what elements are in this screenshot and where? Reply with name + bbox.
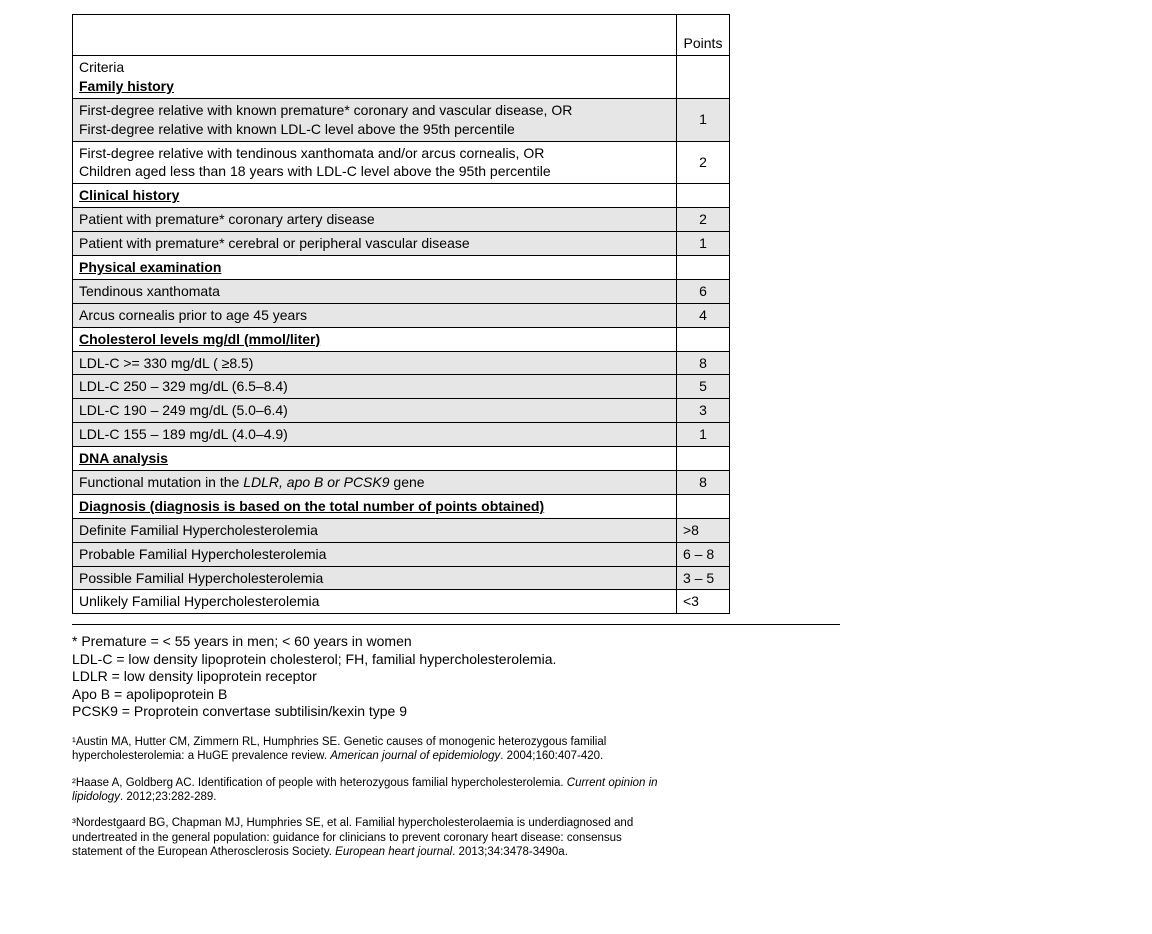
section-family-history: Family history — [79, 77, 670, 96]
criteria-cell: Functional mutation in the LDLR, apo B o… — [73, 471, 677, 495]
legend-line: LDL-C = low density lipoprotein choleste… — [72, 651, 1152, 669]
criteria-cell: LDL-C 155 – 189 mg/dL (4.0–4.9) — [73, 423, 677, 447]
points-cell: 3 — [677, 399, 730, 423]
points-cell: 4 — [677, 303, 730, 327]
points-cell — [677, 184, 730, 208]
criteria-text: First-degree relative with tendinous xan… — [79, 144, 670, 163]
table-row: First-degree relative with tendinous xan… — [73, 141, 730, 184]
table-row: LDL-C 155 – 189 mg/dL (4.0–4.9) 1 — [73, 423, 730, 447]
table-row: LDL-C >= 330 mg/dL ( ≥8.5) 8 — [73, 351, 730, 375]
criteria-cell: Tendinous xanthomata — [73, 279, 677, 303]
points-cell: 1 — [677, 232, 730, 256]
points-cell — [677, 56, 730, 99]
table-row: LDL-C 250 – 329 mg/dL (6.5–8.4) 5 — [73, 375, 730, 399]
legend-line: LDLR = low density lipoprotein receptor — [72, 668, 1152, 686]
table-row: Cholesterol levels mg/dl (mmol/liter) — [73, 327, 730, 351]
table-row: Points — [73, 15, 730, 56]
legend-line: PCSK9 = Proprotein convertase subtilisin… — [72, 703, 1152, 721]
criteria-cell: LDL-C 250 – 329 mg/dL (6.5–8.4) — [73, 375, 677, 399]
criteria-text-pre: Functional mutation in the — [79, 474, 243, 490]
criteria-text-post: gene — [390, 474, 425, 490]
table-row: Clinical history — [73, 184, 730, 208]
points-cell: 5 — [677, 375, 730, 399]
table-row: Physical examination — [73, 256, 730, 280]
criteria-cell: Probable Familial Hypercholesterolemia — [73, 542, 677, 566]
section-cholesterol: Cholesterol levels mg/dl (mmol/liter) — [73, 327, 677, 351]
criteria-cell: Patient with premature* coronary artery … — [73, 208, 677, 232]
section-diagnosis: Diagnosis (diagnosis is based on the tot… — [73, 494, 677, 518]
table-row: Criteria Family history — [73, 56, 730, 99]
points-cell: 6 — [677, 279, 730, 303]
criteria-text-ital: LDLR, apo B or PCSK9 — [243, 474, 389, 490]
table-row: Patient with premature* coronary artery … — [73, 208, 730, 232]
ref-text-post: . 2004;160:407-420. — [500, 750, 603, 762]
points-cell: 6 – 8 — [677, 542, 730, 566]
points-cell — [677, 256, 730, 280]
reference: ²Haase A, Goldberg AC. Identification of… — [72, 776, 662, 805]
table-row: Patient with premature* cerebral or peri… — [73, 232, 730, 256]
criteria-cell: Possible Familial Hypercholesterolemia — [73, 566, 677, 590]
legend-line: * Premature = < 55 years in men; < 60 ye… — [72, 633, 1152, 651]
table-row: DNA analysis — [73, 447, 730, 471]
table-row: Unlikely Familial Hypercholesterolemia <… — [73, 590, 730, 614]
section-clinical-history: Clinical history — [73, 184, 677, 208]
reference: ¹Austin MA, Hutter CM, Zimmern RL, Humph… — [72, 735, 662, 764]
points-cell: 2 — [677, 141, 730, 184]
points-cell — [677, 494, 730, 518]
ref-text-post: . 2013;34:3478-3490a. — [452, 846, 568, 858]
criteria-cell: Arcus cornealis prior to age 45 years — [73, 303, 677, 327]
legend-block: * Premature = < 55 years in men; < 60 ye… — [72, 633, 1152, 721]
table-row: Diagnosis (diagnosis is based on the tot… — [73, 494, 730, 518]
ref-text-pre: ²Haase A, Goldberg AC. Identification of… — [72, 777, 567, 789]
ref-text-ital: American journal of epidemiology — [330, 750, 500, 762]
points-header: Points — [677, 15, 730, 56]
points-cell: 1 — [677, 423, 730, 447]
table-row: Probable Familial Hypercholesterolemia 6… — [73, 542, 730, 566]
criteria-text: Children aged less than 18 years with LD… — [79, 162, 670, 181]
criteria-cell: First-degree relative with tendinous xan… — [73, 141, 677, 184]
ref-text-post: . 2012;23:282-289. — [120, 791, 217, 803]
table-row: LDL-C 190 – 249 mg/dL (5.0–6.4) 3 — [73, 399, 730, 423]
criteria-text: First-degree relative with known prematu… — [79, 101, 670, 120]
criteria-table: Points Criteria Family history First-deg… — [72, 14, 730, 614]
divider-line — [72, 624, 840, 625]
criteria-cell: Patient with premature* cerebral or peri… — [73, 232, 677, 256]
points-cell: >8 — [677, 518, 730, 542]
criteria-label: Criteria — [79, 58, 670, 77]
criteria-cell: Unlikely Familial Hypercholesterolemia — [73, 590, 677, 614]
table-row: Possible Familial Hypercholesterolemia 3… — [73, 566, 730, 590]
table-row: Tendinous xanthomata 6 — [73, 279, 730, 303]
points-cell: 3 – 5 — [677, 566, 730, 590]
header-blank-cell — [73, 15, 677, 56]
table-row: Arcus cornealis prior to age 45 years 4 — [73, 303, 730, 327]
criteria-text: First-degree relative with known LDL-C l… — [79, 120, 670, 139]
criteria-cell: LDL-C 190 – 249 mg/dL (5.0–6.4) — [73, 399, 677, 423]
criteria-cell: LDL-C >= 330 mg/dL ( ≥8.5) — [73, 351, 677, 375]
points-cell: <3 — [677, 590, 730, 614]
table-row: Definite Familial Hypercholesterolemia >… — [73, 518, 730, 542]
criteria-header-cell: Criteria Family history — [73, 56, 677, 99]
table-row: Functional mutation in the LDLR, apo B o… — [73, 471, 730, 495]
ref-text-ital: European heart journal — [335, 846, 452, 858]
section-physical-exam: Physical examination — [73, 256, 677, 280]
references-block: ¹Austin MA, Hutter CM, Zimmern RL, Humph… — [72, 735, 662, 860]
points-cell: 2 — [677, 208, 730, 232]
table-row: First-degree relative with known prematu… — [73, 98, 730, 141]
legend-line: Apo B = apolipoprotein B — [72, 686, 1152, 704]
section-dna: DNA analysis — [73, 447, 677, 471]
page-root: Points Criteria Family history First-deg… — [0, 0, 1152, 934]
points-cell: 8 — [677, 351, 730, 375]
criteria-cell: Definite Familial Hypercholesterolemia — [73, 518, 677, 542]
points-cell — [677, 327, 730, 351]
reference: ³Nordestgaard BG, Chapman MJ, Humphries … — [72, 816, 662, 859]
points-cell: 1 — [677, 98, 730, 141]
points-cell: 8 — [677, 471, 730, 495]
points-cell — [677, 447, 730, 471]
criteria-cell: First-degree relative with known prematu… — [73, 98, 677, 141]
